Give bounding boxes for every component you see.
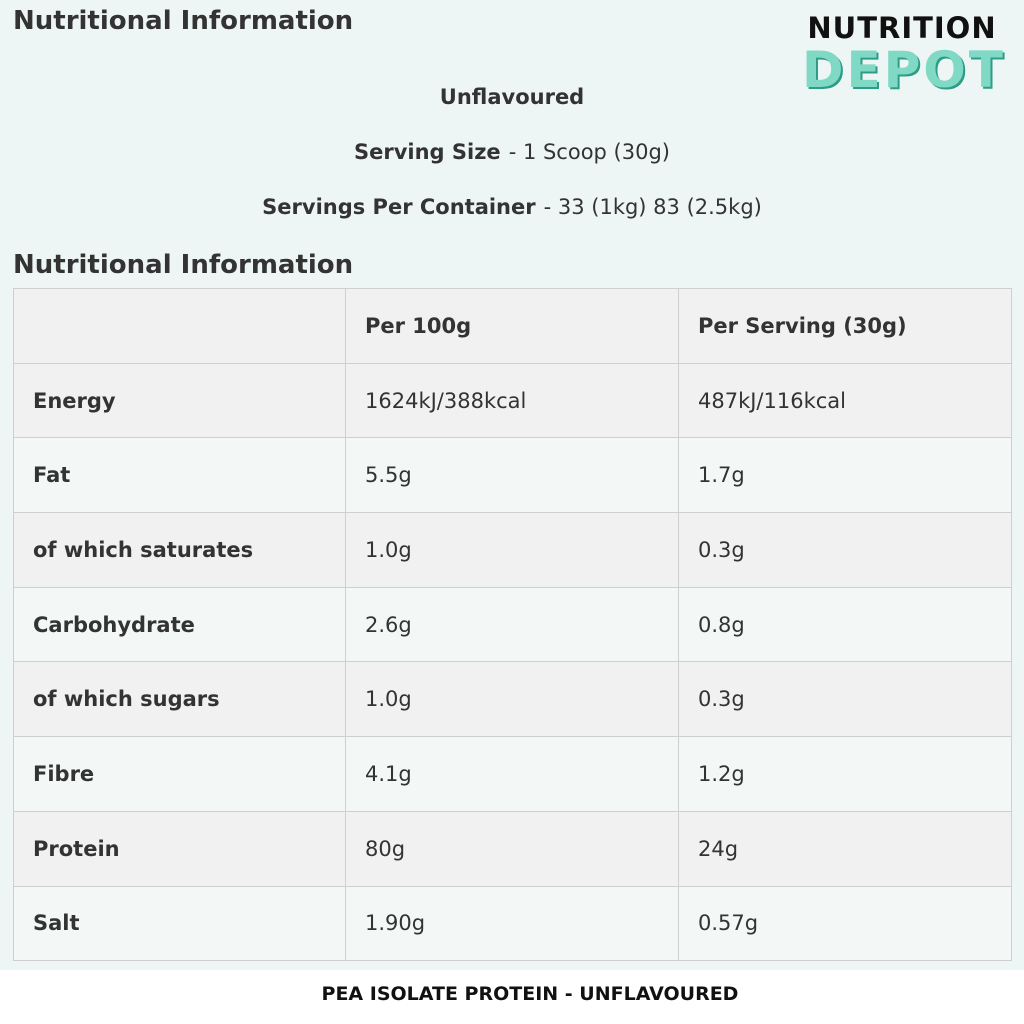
table-row: Salt 1.90g 0.57g <box>13 885 1012 962</box>
row-label: of which saturates <box>13 512 346 588</box>
label: Servings Per Container <box>262 195 536 219</box>
table-row: of which sugars 1.0g 0.3g <box>13 661 1012 738</box>
caption: PEA ISOLATE PROTEIN - UNFLAVOURED <box>321 983 739 1005</box>
table-row: of which saturates 1.0g 0.3g <box>13 512 1012 588</box>
header-cell: Per Serving (30g) <box>678 288 1012 364</box>
table-row: Fat 5.5g 1.7g <box>13 437 1012 514</box>
cell: 487kJ/116kcal <box>678 362 1012 439</box>
cell: 1.0g <box>345 661 679 738</box>
header-row: Per 100g Per Serving (30g) <box>13 288 1012 364</box>
cell: 4.1g <box>345 736 679 812</box>
row-label: Energy <box>13 362 346 439</box>
cell: 24g <box>678 810 1012 887</box>
cell: 1624kJ/388kcal <box>345 362 679 439</box>
serving-size: Serving Size - 1 Scoop (30g) <box>0 140 1024 164</box>
value: - 1 Scoop (30g) <box>508 140 670 164</box>
table-row: Protein 80g 24g <box>13 810 1012 887</box>
cell: 1.90g <box>345 885 679 962</box>
cell: 0.57g <box>678 885 1012 962</box>
row-label: of which sugars <box>13 661 346 738</box>
servings-per-container: Servings Per Container - 33 (1kg) 83 (2.5… <box>0 195 1024 219</box>
cell: 80g <box>345 810 679 887</box>
row-label: Carbohydrate <box>13 586 346 663</box>
header-cell: Per 100g <box>345 288 679 364</box>
table-body: Energy 1624kJ/388kcal 487kJ/116kcal Fat 5.5g… <box>13 362 1012 962</box>
table-title: Nutritional Information <box>13 250 354 280</box>
table-row: Fibre 4.1g 1.2g <box>13 736 1012 812</box>
logo-line: DEPOT <box>802 41 1006 99</box>
logo: NUTRITION DEPOT <box>802 11 1006 99</box>
flavour: Unflavoured <box>439 85 585 109</box>
value: - 33 (1kg) 83 (2.5kg) <box>543 195 762 219</box>
cell: 1.7g <box>678 437 1012 514</box>
cell: 1.2g <box>678 736 1012 812</box>
cell: 2.6g <box>345 586 679 663</box>
label: Serving Size <box>353 140 501 164</box>
cell: 0.8g <box>678 586 1012 663</box>
header-cell <box>13 288 346 364</box>
cell: 0.3g <box>678 661 1012 738</box>
nutrition-table: Per 100g Per Serving (30g) Energy 1624kJ/3… <box>13 288 1012 962</box>
row-label: Fat <box>13 437 346 514</box>
row-label: Fibre <box>13 736 346 812</box>
cell: 5.5g <box>345 437 679 514</box>
row-label: Protein <box>13 810 346 887</box>
page-title: Nutritional Information <box>13 6 354 36</box>
logo-line: NUTRITION <box>807 11 997 45</box>
table-row: Carbohydrate 2.6g 0.8g <box>13 586 1012 663</box>
cell: 0.3g <box>678 512 1012 588</box>
table-row: Energy 1624kJ/388kcal 487kJ/116kcal <box>13 362 1012 439</box>
cell: 1.0g <box>345 512 679 588</box>
row-label: Salt <box>13 885 346 962</box>
